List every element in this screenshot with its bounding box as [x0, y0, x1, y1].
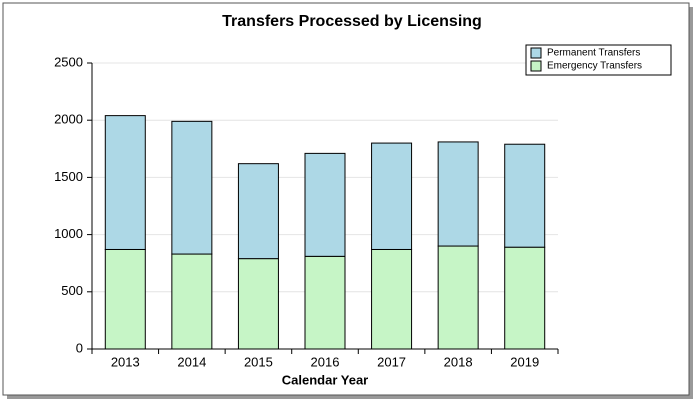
bar-segment — [504, 246, 546, 350]
bar-segment — [171, 120, 213, 255]
bar-segment — [104, 115, 146, 250]
y-tick-label: 1000 — [54, 226, 83, 241]
bar-segment — [437, 141, 479, 247]
legend-box — [525, 44, 672, 76]
bar-segment — [504, 143, 546, 248]
bar-segment — [437, 245, 479, 350]
x-tick-label: 2014 — [177, 354, 206, 369]
legend-label: Permanent Transfers — [547, 48, 640, 59]
x-axis-title: Calendar Year — [282, 372, 368, 387]
bar-segment — [237, 163, 279, 260]
chart-title: Transfers Processed by Licensing — [222, 13, 482, 30]
x-tick-label: 2013 — [111, 354, 140, 369]
bar-segment — [304, 255, 346, 350]
legend-swatch — [530, 60, 542, 72]
bar-segment — [104, 248, 146, 350]
y-tick-label: 1500 — [54, 169, 83, 184]
y-tick-label: 0 — [76, 340, 83, 355]
x-tick-label: 2017 — [377, 354, 406, 369]
bar-segment — [237, 258, 279, 350]
bar-segment — [371, 142, 413, 250]
y-tick-label: 2000 — [54, 112, 83, 127]
bar-segment — [304, 152, 346, 257]
legend-label: Emergency Transfers — [547, 61, 642, 72]
y-tick-label: 500 — [61, 283, 83, 298]
x-tick-label: 2018 — [444, 354, 473, 369]
legend-swatch — [530, 47, 542, 59]
y-tick-label: 2500 — [54, 54, 83, 69]
bar-segment — [171, 253, 213, 350]
bar-segment — [371, 248, 413, 350]
x-tick-label: 2015 — [244, 354, 273, 369]
x-tick-label: 2019 — [510, 354, 539, 369]
x-tick-label: 2016 — [311, 354, 340, 369]
